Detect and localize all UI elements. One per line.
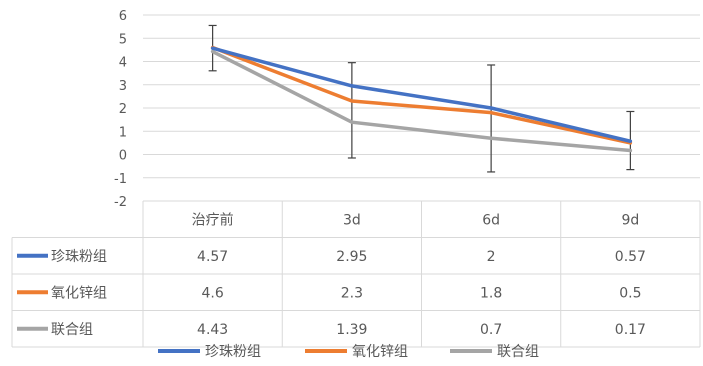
- data-label: 4.6: [201, 285, 223, 301]
- legend-entry: 联合组: [497, 344, 539, 360]
- error-bars: [208, 24, 635, 173]
- data-label: 0.57: [615, 249, 646, 265]
- series-line-1: [210, 45, 633, 145]
- y-axis-tick-labels: 6 5 4 3 2 1 0 -1 -2: [114, 9, 127, 210]
- data-label: 2.3: [341, 285, 363, 301]
- data-label: 4.57: [197, 249, 228, 265]
- y-tick-label: 0: [119, 149, 127, 164]
- x-category-label: 治疗前: [192, 211, 234, 228]
- series-lines: [210, 45, 633, 153]
- series-line-2: [210, 49, 633, 153]
- data-label: 0.17: [615, 322, 646, 338]
- data-label: 2.95: [336, 249, 367, 265]
- y-tick-label: 1: [119, 125, 127, 140]
- y-tick-label: -2: [114, 195, 127, 210]
- data-label: 0.7: [480, 322, 502, 338]
- data-label: 0.5: [619, 285, 641, 301]
- y-tick-label: 5: [119, 32, 127, 47]
- data-table: 治疗前 3d 6d 9d 珍珠粉组 4.57 2.95 2 0.57 氧化锌组 4.6 2.3 1.8 0…: [11, 200, 701, 348]
- y-tick-label: 4: [119, 56, 127, 71]
- data-label: 1.39: [336, 322, 367, 338]
- table-row-label: 珍珠粉组: [51, 249, 107, 265]
- table-row-label: 联合组: [51, 322, 93, 338]
- legend-entry: 氧化锌组: [352, 344, 408, 360]
- legend: 珍珠粉组 氧化锌组 联合组: [158, 344, 539, 360]
- legend-entry: 珍珠粉组: [205, 344, 261, 360]
- table-row-label: 氧化锌组: [51, 285, 107, 301]
- data-label: 1.8: [480, 285, 502, 301]
- data-label: 2: [487, 249, 496, 265]
- y-tick-label: -1: [114, 172, 127, 187]
- x-category-label: 6d: [482, 212, 500, 228]
- data-label: 4.43: [197, 322, 228, 338]
- y-tick-label: 3: [119, 79, 127, 94]
- x-category-label: 3d: [343, 212, 361, 228]
- x-category-label: 9d: [621, 212, 639, 228]
- y-tick-label: 6: [119, 9, 127, 24]
- series-line-0: [210, 46, 633, 143]
- y-tick-label: 2: [119, 102, 127, 117]
